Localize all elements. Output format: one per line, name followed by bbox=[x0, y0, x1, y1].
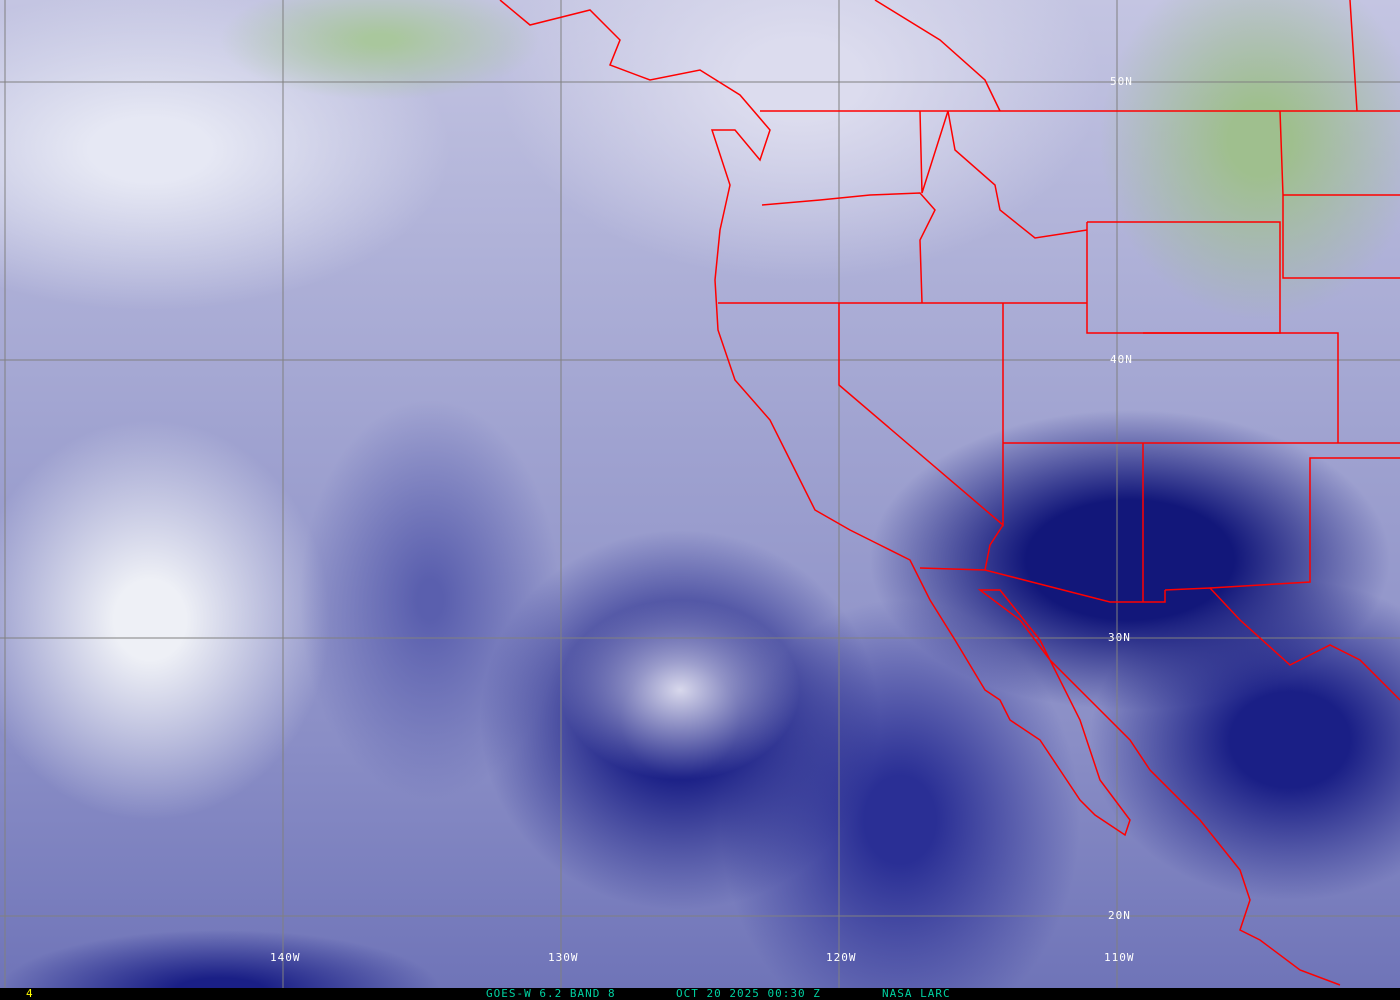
political-boundaries bbox=[499, 0, 1400, 986]
border-bc-alberta bbox=[874, 0, 1001, 112]
caption-bar: 4 GOES-W 6.2 BAND 8 OCT 20 2025 00:30 Z … bbox=[0, 988, 1400, 1000]
border-new-mexico-east bbox=[1209, 457, 1400, 589]
lon-label-120w: 120W bbox=[826, 951, 857, 964]
border-washington-oregon bbox=[761, 192, 936, 304]
timestamp-label: OCT 20 2025 00:30 Z bbox=[676, 987, 821, 1000]
border-wyoming-utah bbox=[1086, 221, 1281, 334]
lat-label-50n: 50N bbox=[1110, 75, 1133, 88]
coastline-mexico-mainland bbox=[1164, 587, 1400, 701]
border-canada-north bbox=[1349, 0, 1358, 112]
product-label: GOES-W 6.2 BAND 8 bbox=[486, 987, 616, 1000]
frame-number: 4 bbox=[26, 987, 33, 1000]
lat-label-40n: 40N bbox=[1110, 353, 1133, 366]
coastline-north-america bbox=[499, 0, 1341, 986]
lon-label-110w: 110W bbox=[1104, 951, 1135, 964]
border-california-arizona bbox=[919, 524, 1166, 603]
border-montana-east bbox=[1279, 110, 1400, 279]
credit-label: NASA LARC bbox=[882, 987, 951, 1000]
lon-label-140w: 140W bbox=[270, 951, 301, 964]
border-idaho bbox=[919, 110, 1088, 239]
lat-label-30n: 30N bbox=[1108, 631, 1131, 644]
border-nevada bbox=[838, 303, 1004, 527]
border-colorado bbox=[1143, 332, 1339, 443]
lon-label-130w: 130W bbox=[548, 951, 579, 964]
lat-label-20n: 20N bbox=[1108, 909, 1131, 922]
